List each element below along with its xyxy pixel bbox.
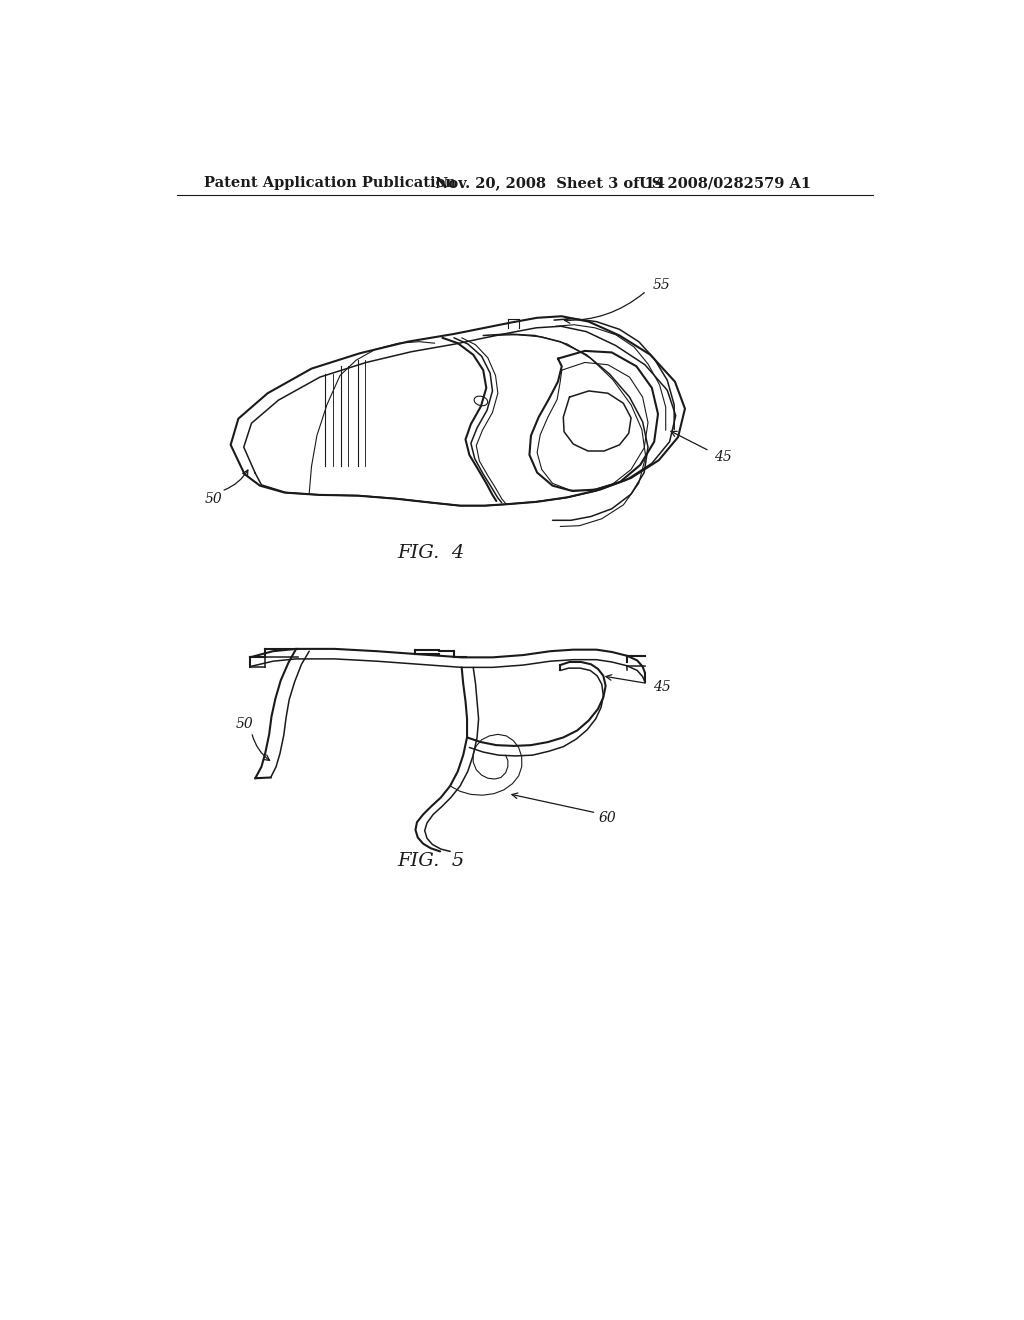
Text: FIG.  4: FIG. 4	[397, 544, 465, 561]
Text: US 2008/0282579 A1: US 2008/0282579 A1	[639, 176, 811, 190]
Text: 60: 60	[599, 812, 616, 825]
Text: Patent Application Publication: Patent Application Publication	[204, 176, 456, 190]
Text: 55: 55	[652, 279, 671, 293]
Text: Nov. 20, 2008  Sheet 3 of 14: Nov. 20, 2008 Sheet 3 of 14	[435, 176, 665, 190]
Text: 45: 45	[714, 450, 732, 465]
Text: 50: 50	[236, 717, 253, 731]
Text: 50: 50	[205, 492, 222, 506]
Text: 45: 45	[652, 680, 671, 693]
Text: FIG.  5: FIG. 5	[397, 851, 465, 870]
